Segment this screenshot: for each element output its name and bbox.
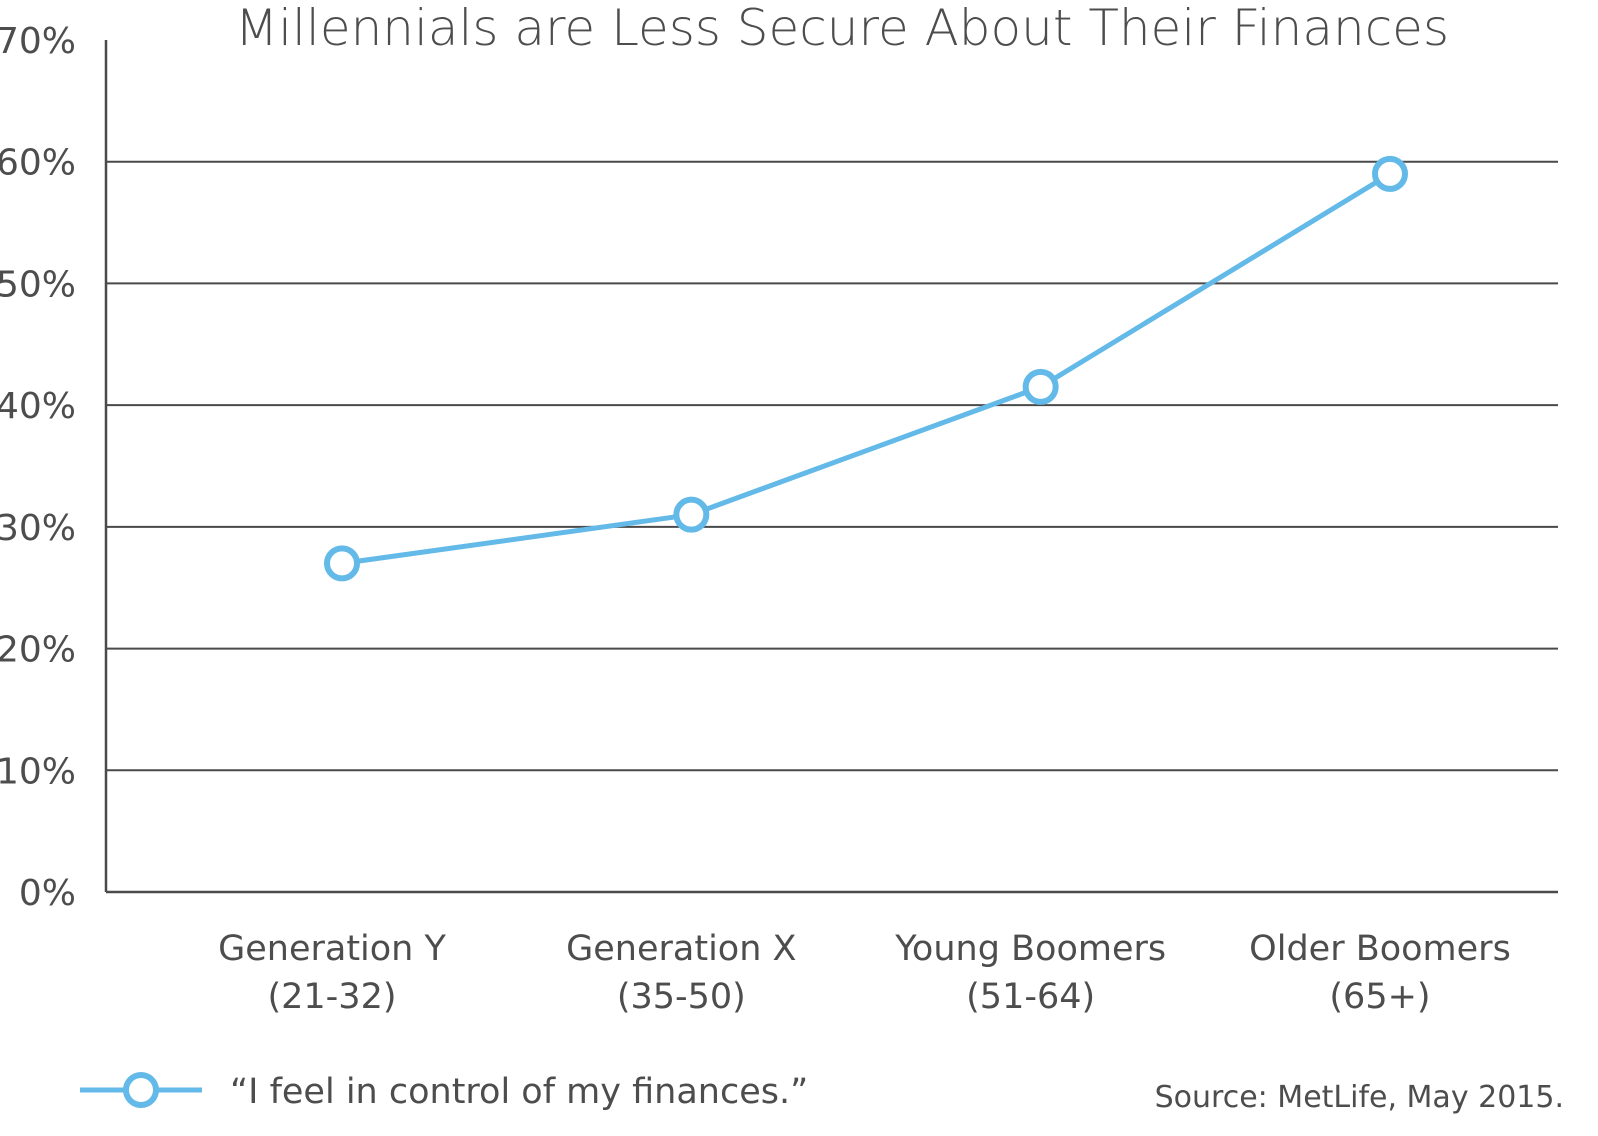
- x-tick-label: (21-32): [267, 977, 396, 1017]
- legend: “I feel in control of my finances.”: [80, 1072, 808, 1112]
- x-tick-label: (35-50): [617, 977, 746, 1017]
- y-tick-label: 10%: [0, 751, 76, 792]
- data-point: [1372, 155, 1408, 192]
- y-tick-label: 50%: [0, 264, 76, 305]
- series-line: [341, 171, 1392, 566]
- y-tick-label: 20%: [0, 630, 76, 671]
- x-tick-label: Generation Y: [218, 929, 446, 969]
- gridlines: [106, 160, 1558, 772]
- legend-series-label: “I feel in control of my finances.”: [230, 1072, 808, 1112]
- series: [324, 155, 1408, 582]
- source-note: Source: MetLife, May 2015.: [1155, 1080, 1564, 1115]
- data-point: [324, 545, 360, 582]
- chart-title: Millennials are Less Secure About Their …: [235, 0, 1449, 57]
- data-point: [673, 496, 710, 533]
- x-tick-label: (51-64): [966, 977, 1095, 1017]
- x-tick-label: (65+): [1329, 977, 1430, 1017]
- axes: [104, 40, 1558, 894]
- legend-marker-swatch: [123, 1072, 159, 1108]
- x-tick-label: Young Boomers: [894, 929, 1166, 969]
- y-tick-label: 70%: [0, 21, 76, 62]
- x-tick-label: Older Boomers: [1249, 929, 1511, 969]
- x-tick-label: Generation X: [566, 929, 796, 969]
- y-tick-labels: 0% 10% 20% 30% 40% 50% 60% 70%: [0, 21, 76, 914]
- y-tick-label: 60%: [0, 143, 76, 184]
- y-tick-label: 40%: [0, 386, 76, 427]
- y-tick-label: 30%: [0, 508, 76, 549]
- x-tick-labels: Generation Y (21-32) Generation X (35-50) Yo…: [218, 929, 1511, 1017]
- data-point: [1022, 368, 1059, 405]
- y-tick-label: 0%: [19, 873, 76, 914]
